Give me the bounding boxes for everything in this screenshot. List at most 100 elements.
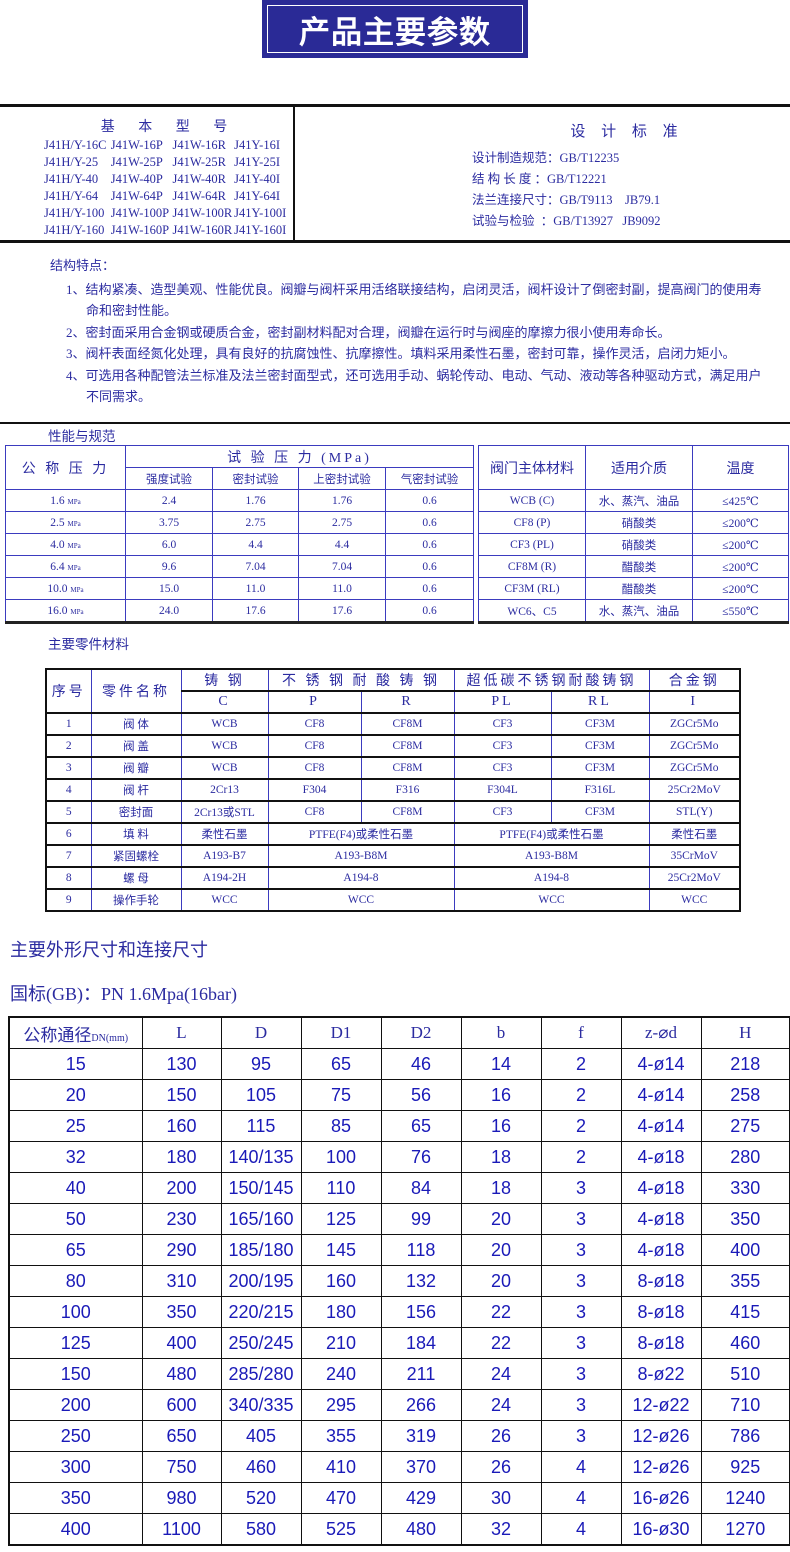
models-table: J41H/Y-16C J41W-16P J41W-16R J41Y-16I J41H/Y… — [44, 137, 294, 239]
model-code: J41W-64P — [110, 189, 163, 203]
material-cell: ZGCr5Mo — [648, 756, 741, 780]
test-type-header: 上密封试验 — [298, 467, 386, 490]
dim-cell: 330 — [700, 1172, 790, 1204]
material-cell: CF8M — [360, 734, 455, 758]
dim-cell: 2 — [540, 1079, 622, 1111]
dim-cell: 520 — [220, 1482, 302, 1514]
performance-table: 公 称 压 力试 验 压 力 (MPa) 强度试验 密封试验 上密封试验 气密封试验 1.… — [5, 445, 475, 624]
dim-cell: 180 — [300, 1296, 382, 1328]
material-cell: WCC — [267, 888, 455, 912]
material-cell: WCB (C) — [478, 489, 586, 512]
seq-number: 4 — [45, 778, 92, 802]
dim-cell: 16-ø26 — [620, 1482, 702, 1514]
table-row: 32 180 140/135 100 76 18 2 4-ø18 280 — [8, 1141, 790, 1173]
table-row: WC6、C5 水、蒸汽、油品 ≤550℃ — [478, 599, 789, 623]
test-type-header: 密封试验 — [212, 467, 299, 490]
test-pressure-value: 24.0 — [125, 599, 213, 623]
model-code: J41H/Y-25 — [44, 155, 99, 169]
model-code: J41W-100R — [172, 206, 233, 220]
model-code: J41W-25P — [110, 155, 163, 169]
dim-cell: 8-ø18 — [620, 1296, 702, 1328]
dim-cell: 319 — [380, 1420, 462, 1452]
material-cell: WCC — [180, 888, 269, 912]
table-row: 250 650 405 355 319 26 3 12-ø26 786 — [8, 1420, 790, 1452]
table-row: 1.6 MPa 2.4 1.76 1.76 0.6 — [5, 489, 475, 512]
material-cell: WCB — [180, 756, 269, 780]
model-code: J41H/Y-160 — [44, 223, 105, 237]
dim-cell: 76 — [380, 1141, 462, 1173]
dim-cell: 160 — [300, 1265, 382, 1297]
material-cell: F316 — [360, 778, 455, 802]
model-code: J41W-160R — [172, 223, 233, 237]
dim-cell: 150/145 — [220, 1172, 302, 1204]
material-cell: PTFE(F4)或柔性石墨 — [267, 822, 455, 846]
dim-cell: 105 — [220, 1079, 302, 1111]
dim-cell: 470 — [300, 1482, 382, 1514]
material-cell: CF8 — [267, 756, 362, 780]
material-cell: A194-8 — [453, 866, 650, 890]
material-cell: A194-2H — [180, 866, 269, 890]
material-code: P — [267, 690, 362, 714]
table-row: 20 150 105 75 56 16 2 4-ø14 258 — [8, 1079, 790, 1111]
dim-cell: 480 — [141, 1358, 222, 1390]
dim-cell: 355 — [700, 1265, 790, 1297]
design-standards: 设 计 标 准 设计制造规范：GB/T12235 结 构 长 度 ：GB/T12… — [472, 120, 782, 231]
dim-cell: 125 — [8, 1327, 143, 1359]
seq-number: 2 — [45, 734, 92, 758]
dim-cell: 30 — [460, 1482, 542, 1514]
material-cell: CF3 — [453, 734, 552, 758]
dim-cell: 300 — [8, 1451, 143, 1483]
part-name: 紧固螺栓 — [90, 844, 182, 868]
material-cell: WC6、C5 — [478, 599, 586, 623]
test-pressure-value: 0.6 — [384, 489, 475, 512]
dim-cell: 150 — [8, 1358, 143, 1390]
material-cell: A193-B8M — [453, 844, 650, 868]
dim-cell: 2 — [540, 1141, 622, 1173]
table-row: 80 310 200/195 160 132 20 3 8-ø18 355 — [8, 1265, 790, 1297]
nominal-pressure: 1.6 MPa — [5, 489, 126, 512]
dim-cell: 4-ø18 — [620, 1141, 702, 1173]
dim-cell: 12-ø22 — [620, 1389, 702, 1421]
dim-cell: 429 — [380, 1482, 462, 1514]
material-group-header: 铸 钢 — [180, 668, 269, 692]
model-list: 基 本 型 号 J41H/Y-16C J41W-16P J41W-16R J41Y-1… — [44, 116, 294, 239]
dim-cell: 100 — [8, 1296, 143, 1328]
model-row: J41H/Y-25 J41W-25P J41W-25R J41Y-25I — [44, 154, 294, 171]
model-row: J41H/Y-64 J41W-64P J41W-64R J41Y-64I — [44, 188, 294, 205]
model-row: J41H/Y-160 J41W-160P J41W-160R J41Y-160I — [44, 222, 294, 239]
standard-item: 法兰连接尺寸：GB/T9113 JB79.1 — [472, 193, 661, 207]
dim-cell: 340/335 — [220, 1389, 302, 1421]
pressure-value: 16.0 — [47, 604, 71, 617]
material-cell: F304L — [453, 778, 552, 802]
dim-cell: 80 — [8, 1265, 143, 1297]
table-row: 25 160 115 85 65 16 2 4-ø14 275 — [8, 1110, 790, 1142]
test-pressure-value: 0.6 — [384, 555, 475, 578]
test-pressure-value: 0.6 — [384, 511, 475, 534]
pressure-unit: MPa — [67, 519, 81, 528]
material-cell: CF3M — [550, 756, 650, 780]
divider — [0, 422, 790, 424]
dim-cell: 4 — [540, 1513, 622, 1546]
dim-cell: 786 — [700, 1420, 790, 1452]
dim-cell: 250 — [8, 1420, 143, 1452]
material-cell: CF8 — [267, 712, 362, 736]
model-code: J41W-16R — [172, 138, 226, 152]
test-pressure-value: 4.4 — [212, 533, 299, 556]
material-cell: 醋酸类 — [585, 577, 693, 600]
feature-item: 2、密封面采用合金钢或硬质合金，密封副材料配对合理，阀瓣在运行时与阀座的摩擦力很… — [66, 324, 671, 340]
material-cell: CF3M (RL) — [478, 577, 586, 600]
dim-cell: 350 — [141, 1296, 222, 1328]
dim-cell: 460 — [700, 1327, 790, 1359]
material-cell: A194-8 — [267, 866, 455, 890]
material-cell: CF3 (PL) — [478, 533, 586, 556]
material-medium-table: 阀门主体材料 适用介质 温度 WCB (C) 水、蒸汽、油品 ≤425℃ CF8 (P) 硝酸… — [478, 445, 789, 624]
test-pressure-value: 7.04 — [212, 555, 299, 578]
dim-cell: 184 — [380, 1327, 462, 1359]
dim-cell: 185/180 — [220, 1234, 302, 1266]
test-pressure-value: 15.0 — [125, 577, 213, 600]
nominal-pressure: 16.0 MPa — [5, 599, 126, 623]
table-row: CF3 (PL) 硝酸类 ≤200℃ — [478, 533, 789, 556]
test-pressure-header: 试 验 压 力 (MPa) — [124, 445, 475, 468]
dim-cell: 26 — [460, 1451, 542, 1483]
